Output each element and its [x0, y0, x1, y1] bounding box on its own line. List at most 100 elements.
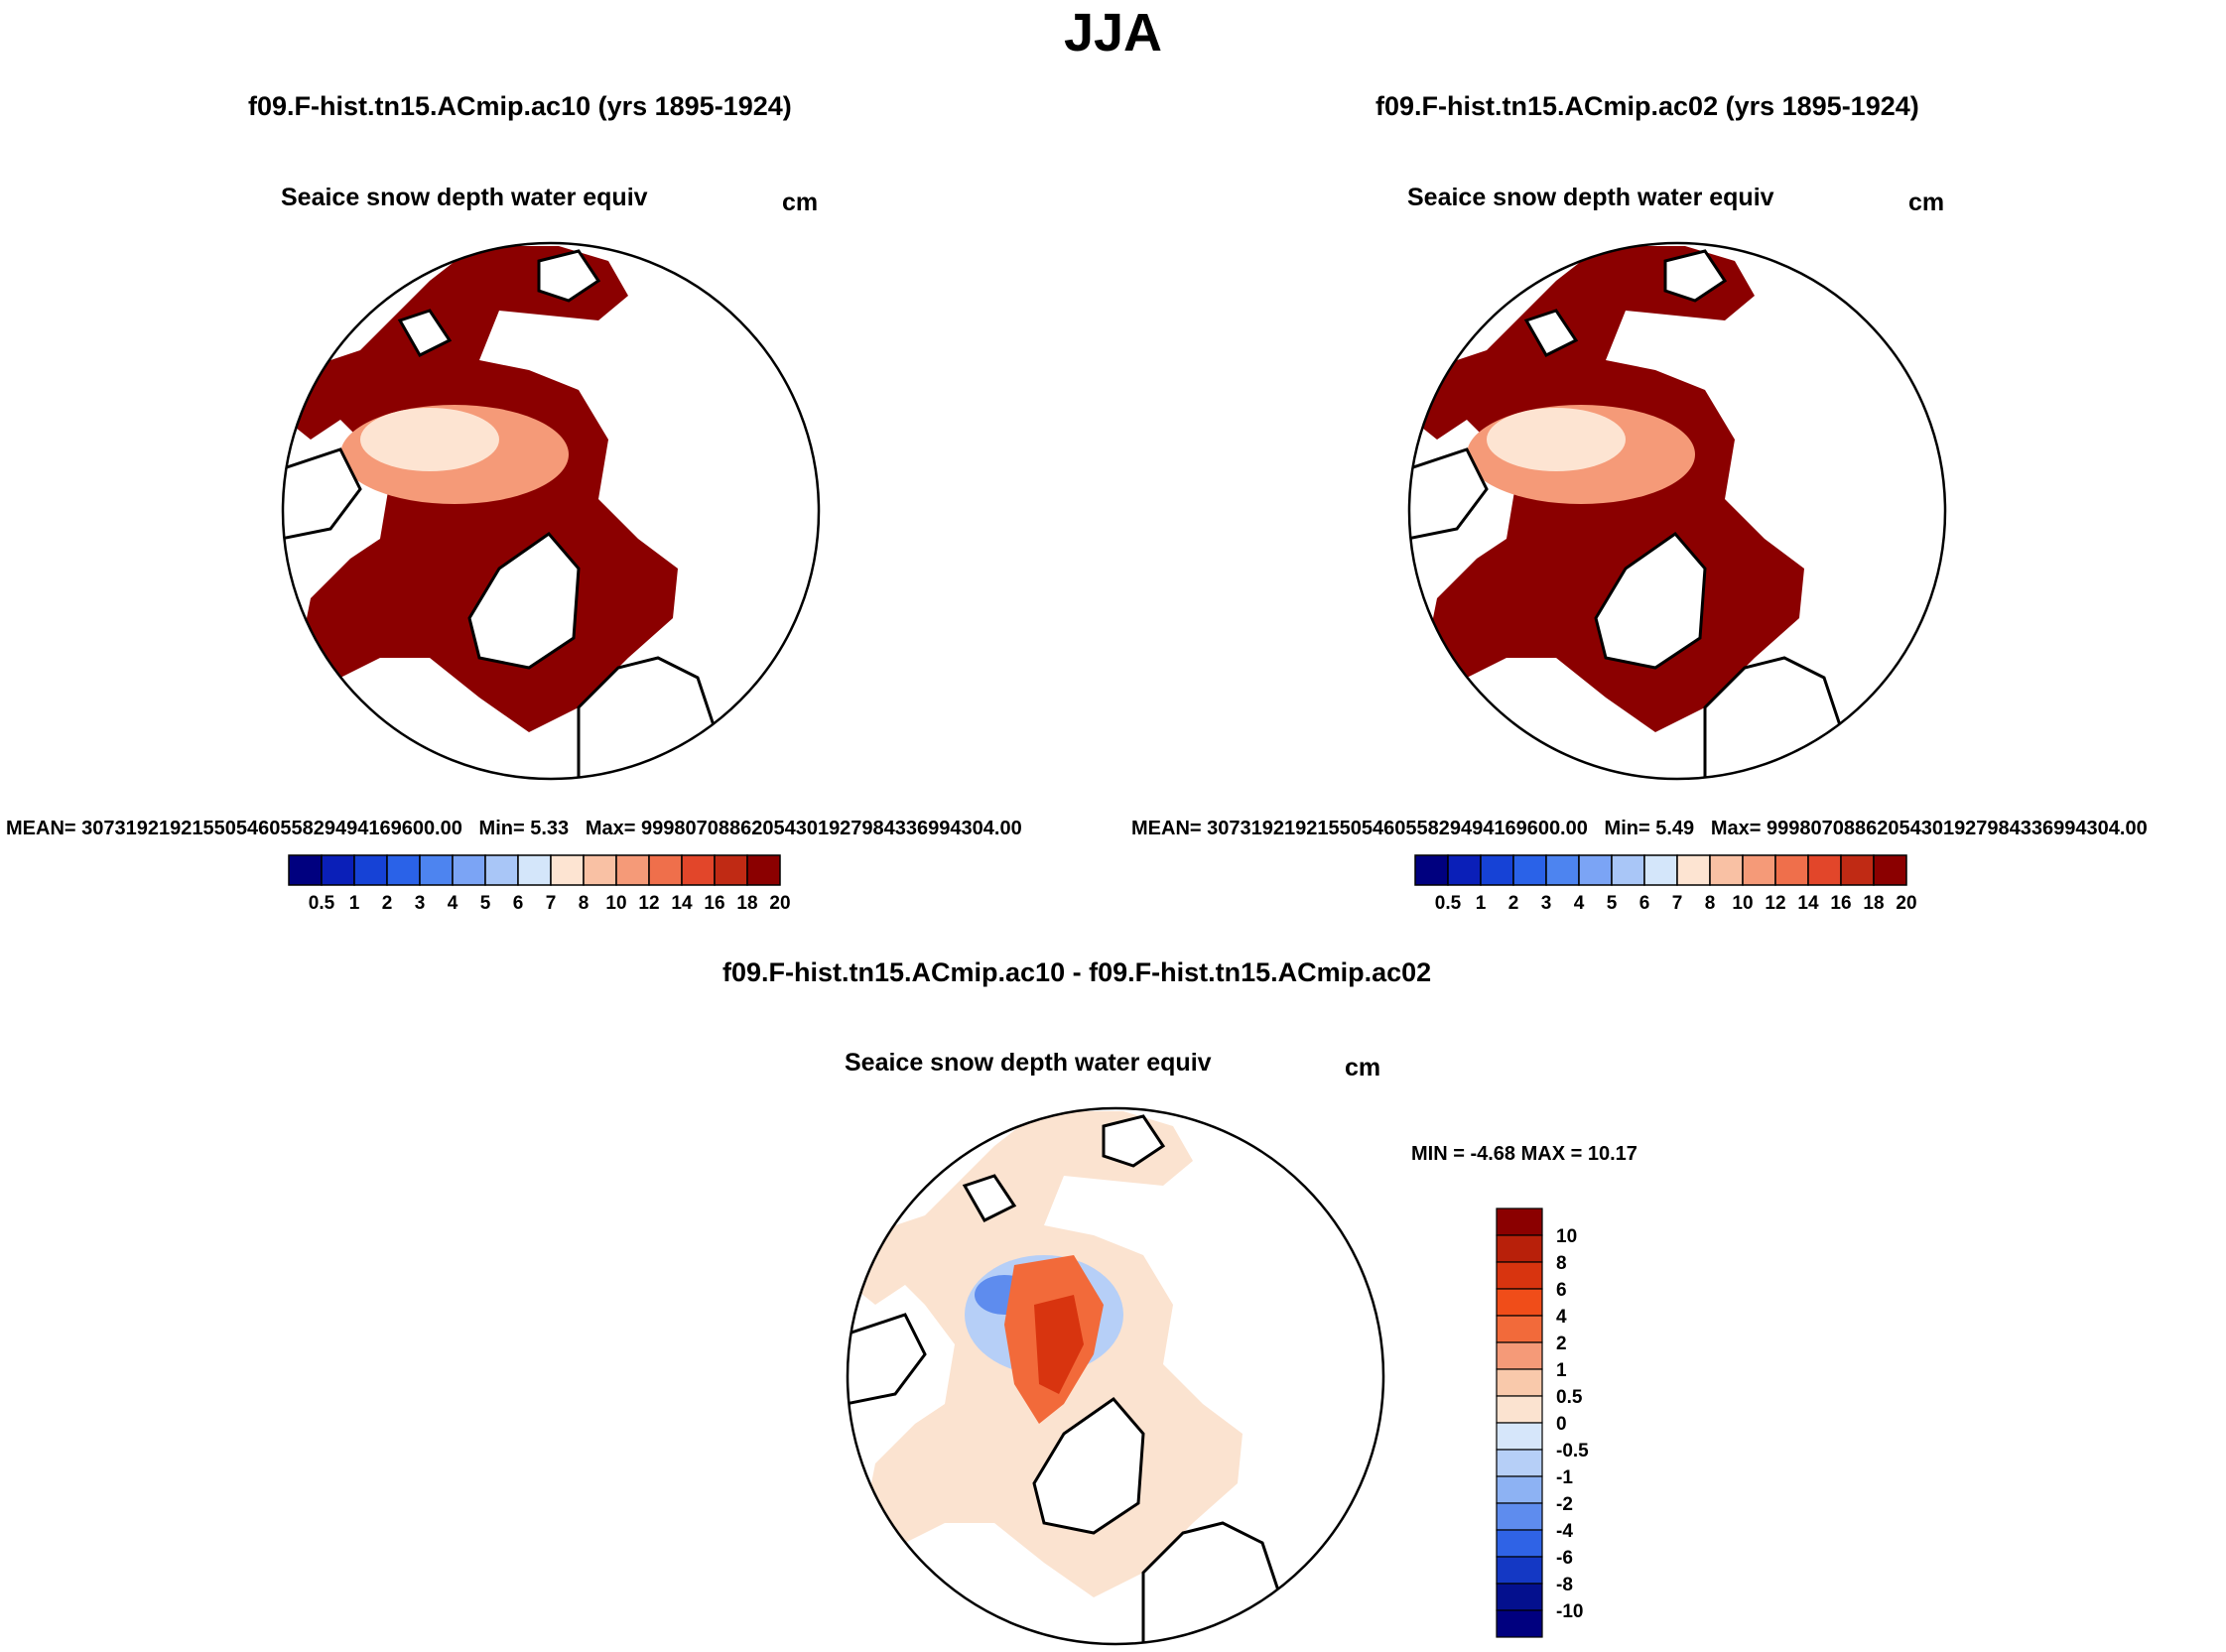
panel-2-landmass — [1594, 531, 1707, 670]
panel-2-landmass — [1663, 249, 1728, 303]
colorbar-tick-label: 10 — [605, 893, 626, 914]
colorbar-tick-label: 1 — [349, 893, 360, 914]
colorbar-tick-label: 20 — [1896, 893, 1916, 914]
colorbar-tick-label: 4 — [1574, 893, 1585, 914]
panel-1-colorbar: 0.5 1 2 3 4 5 6 7 8 10 12 14 16 18 20 — [288, 854, 791, 914]
panel-1-case-title: f09.F-hist.tn15.ACmip.ac10 (yrs 1895-192… — [248, 91, 792, 121]
colorbar-tick-label: 12 — [1765, 893, 1785, 914]
colorbar-swatch — [1447, 854, 1482, 886]
colorbar-swatch — [1480, 854, 1514, 886]
colorbar-tick-label: 0.5 — [1435, 893, 1462, 914]
colorbar-swatch — [1807, 854, 1842, 886]
colorbar-tick-label: 6 — [1639, 893, 1650, 914]
colorbar-tick-label: 18 — [1863, 893, 1884, 914]
panel-2-variable-label: Seaice snow depth water equiv — [1407, 184, 1774, 211]
colorbar-tick-label: 12 — [638, 893, 659, 914]
panel-2-stats: MEAN= 30731921921550546055829494169600.0… — [1131, 818, 2148, 840]
colorbar-tick-label: 0 — [1556, 1414, 1567, 1435]
diff-variable-label: Seaice snow depth water equiv — [845, 1049, 1212, 1077]
colorbar-swatch — [1873, 854, 1907, 886]
colorbar-swatch — [550, 854, 585, 886]
panel-1-landmass — [537, 249, 601, 303]
diff-colorbar: 10 8 6 4 2 1 0.5 0 -0.5 -1 -2 -4 -6 -8 -10 — [1496, 1207, 1589, 1638]
colorbar-tick-label: 2 — [1556, 1334, 1567, 1354]
colorbar-swatch — [288, 854, 323, 886]
colorbar-swatch — [1496, 1422, 1543, 1451]
panel-2-thinnest-snow-area — [1487, 408, 1626, 471]
colorbar-swatch — [1611, 854, 1645, 886]
panel-1-landmass — [467, 531, 581, 670]
colorbar-swatch — [714, 854, 748, 886]
panel-1-polar-map — [281, 241, 821, 781]
colorbar-swatch — [386, 854, 421, 886]
diff-units-label: cm — [1345, 1054, 1381, 1081]
colorbar-swatch — [583, 854, 617, 886]
panel-2-min: Min= 5.49 — [1604, 818, 1695, 839]
colorbar-tick-label: 8 — [579, 893, 589, 914]
colorbar-swatch — [681, 854, 716, 886]
colorbar-swatch — [1496, 1207, 1543, 1236]
panel-1-stats: MEAN= 30731921921550546055829494169600.0… — [6, 818, 1022, 840]
colorbar-swatch — [517, 854, 552, 886]
panel-1-thinnest-snow-area — [360, 408, 499, 471]
colorbar-tick-label: 16 — [1830, 893, 1851, 914]
colorbar-swatch — [419, 854, 454, 886]
colorbar-swatch — [1496, 1261, 1543, 1290]
panel-2-max: Max= 99980708862054301927984336994304.00 — [1710, 818, 2148, 839]
diff-polar-map — [846, 1106, 1385, 1646]
colorbar-tick-label: 10 — [1732, 893, 1753, 914]
colorbar-tick-label: -0.5 — [1556, 1441, 1589, 1461]
colorbar-tick-label: 14 — [1797, 893, 1819, 914]
colorbar-swatch — [1676, 854, 1711, 886]
diff-landmass — [848, 1313, 927, 1406]
panel-1-map-boundary — [281, 241, 821, 781]
panel-2-landmass — [1523, 309, 1579, 357]
panel-1-units-label: cm — [782, 189, 819, 216]
colorbar-swatch — [1496, 1288, 1543, 1317]
colorbar-tick-label: -6 — [1556, 1548, 1573, 1569]
panel-2-polar-map — [1407, 241, 1947, 781]
page-title: JJA — [1063, 3, 1163, 63]
panel-1-variable-label: Seaice snow depth water equiv — [281, 184, 648, 211]
diff-map-boundary — [846, 1106, 1385, 1646]
colorbar-tick-label: 1 — [1476, 893, 1487, 914]
colorbar-swatch — [615, 854, 650, 886]
colorbar-tick-label: 4 — [1556, 1307, 1567, 1328]
colorbar-tick-label: 6 — [1556, 1280, 1567, 1301]
panel-1-landmass — [397, 309, 453, 357]
colorbar-swatch — [1774, 854, 1809, 886]
colorbar-tick-label: 2 — [382, 893, 393, 914]
colorbar-swatch — [1496, 1475, 1543, 1504]
colorbar-swatch — [1512, 854, 1547, 886]
colorbar-swatch — [1709, 854, 1744, 886]
diff-min-max: MIN = -4.68 MAX = 10.17 — [1411, 1143, 1637, 1165]
colorbar-tick-label: 8 — [1705, 893, 1716, 914]
panel-2-map-boundary — [1407, 241, 1947, 781]
colorbar-swatch — [648, 854, 683, 886]
diff-landmass — [1032, 1396, 1145, 1535]
colorbar-tick-label: 4 — [448, 893, 458, 914]
diff-strong-positive-area — [1034, 1295, 1084, 1394]
colorbar-swatch — [1643, 854, 1678, 886]
panel-2-landmass — [1409, 447, 1489, 541]
colorbar-tick-label: -8 — [1556, 1575, 1573, 1595]
colorbar-swatch — [746, 854, 781, 886]
panel-2-case-title: f09.F-hist.tn15.ACmip.ac02 (yrs 1895-192… — [1375, 91, 1919, 121]
colorbar-tick-label: 6 — [513, 893, 524, 914]
colorbar-swatch — [1496, 1502, 1543, 1531]
colorbar-tick-label: -2 — [1556, 1494, 1573, 1515]
panel-2-colorbar: 0.5 1 2 3 4 5 6 7 8 10 12 14 16 18 20 — [1414, 854, 1917, 914]
panel-2-units-label: cm — [1908, 189, 1945, 216]
panel-1-mean: MEAN= 30731921921550546055829494169600.0… — [6, 818, 462, 839]
colorbar-swatch — [1496, 1341, 1543, 1370]
colorbar-tick-label: 3 — [1541, 893, 1552, 914]
colorbar-tick-label: 20 — [769, 893, 790, 914]
colorbar-tick-label: -10 — [1556, 1601, 1583, 1622]
colorbar-tick-label: 1 — [1556, 1360, 1567, 1381]
panel-1-max: Max= 99980708862054301927984336994304.00 — [585, 818, 1022, 839]
colorbar-swatch — [1496, 1449, 1543, 1477]
colorbar-tick-label: -1 — [1556, 1467, 1573, 1488]
colorbar-tick-label: 5 — [1607, 893, 1618, 914]
colorbar-tick-label: 7 — [1672, 893, 1683, 914]
colorbar-swatch — [321, 854, 355, 886]
